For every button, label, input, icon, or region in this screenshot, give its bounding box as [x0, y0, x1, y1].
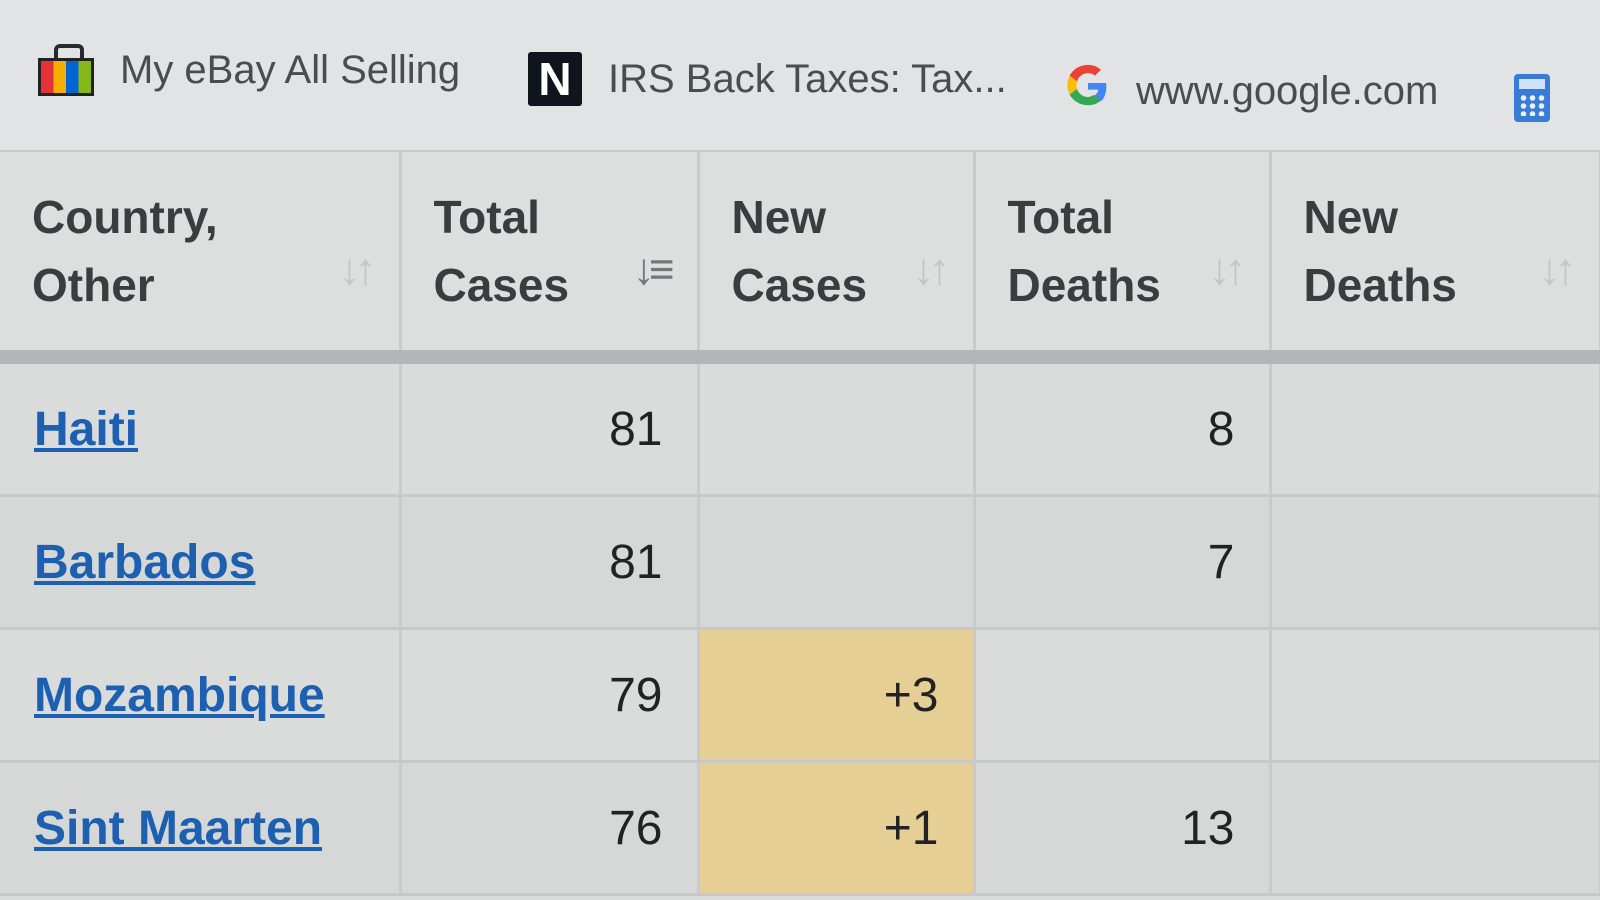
bookmark-ebay[interactable]: My eBay All Selling — [38, 44, 460, 96]
table-row: Haiti 81 8 — [0, 357, 1600, 497]
country-link-sint-maarten[interactable]: Sint Maarten — [34, 801, 323, 855]
cell-new-cases — [698, 357, 976, 497]
bookmark-calculator[interactable] — [1514, 74, 1550, 122]
sort-icon: ↓↑ — [1208, 245, 1247, 294]
cell-total-deaths: 13 — [974, 761, 1272, 896]
header-label: New Cases — [731, 191, 868, 311]
table-row: Mozambique 79 +3 — [0, 628, 1600, 763]
cell-new-cases-highlighted: +3 — [698, 628, 976, 763]
bookmark-label: My eBay All Selling — [120, 47, 461, 92]
bookmarks-bar: My eBay All Selling N IRS Back Taxes: Ta… — [0, 0, 1600, 152]
header-label: Country, Other — [32, 191, 218, 311]
google-g-icon — [1066, 64, 1110, 118]
sort-icon: ↓↑ — [912, 245, 951, 294]
cell-total-deaths — [974, 628, 1272, 763]
n-logo-icon: N — [528, 52, 582, 106]
cell-new-cases — [698, 495, 976, 630]
cell-total-deaths: 8 — [974, 357, 1272, 497]
cell-total-deaths: 7 — [974, 495, 1272, 630]
cell-country: Mozambique — [0, 628, 402, 763]
header-country-other[interactable]: Country, Other ↓↑ — [0, 152, 402, 364]
bookmark-irs-back-taxes[interactable]: N IRS Back Taxes: Tax... — [528, 52, 1007, 106]
cell-total-cases: 81 — [400, 495, 700, 630]
header-new-cases[interactable]: New Cases ↓↑ — [698, 152, 976, 364]
bookmark-label: IRS Back Taxes: Tax... — [608, 56, 1007, 101]
cell-new-deaths — [1270, 761, 1600, 896]
sort-icon: ↓↑ — [1538, 245, 1577, 294]
cell-new-deaths — [1270, 495, 1600, 630]
table-row: Barbados 81 7 — [0, 495, 1600, 630]
cell-country: Haiti — [0, 357, 402, 497]
cell-country: Barbados — [0, 495, 402, 630]
covid-stats-table: Country, Other ↓↑ Total Cases ↓≡ New Cas… — [0, 152, 1600, 896]
ebay-bag-icon — [38, 44, 94, 96]
sort-desc-icon: ↓≡ — [632, 245, 675, 294]
cell-total-cases: 81 — [400, 357, 700, 497]
header-new-deaths[interactable]: New Deaths ↓↑ — [1270, 152, 1600, 364]
covid-stats-table-container: Country, Other ↓↑ Total Cases ↓≡ New Cas… — [0, 152, 1600, 900]
bookmark-google[interactable]: www.google.com — [1066, 64, 1438, 118]
bookmark-label: www.google.com — [1136, 68, 1439, 113]
country-link-barbados[interactable]: Barbados — [34, 535, 256, 589]
cell-total-cases: 79 — [400, 628, 700, 763]
cell-total-cases: 76 — [400, 761, 700, 896]
table-header-row: Country, Other ↓↑ Total Cases ↓≡ New Cas… — [0, 152, 1600, 364]
header-label: New Deaths — [1303, 191, 1457, 311]
cell-new-cases-highlighted: +1 — [698, 761, 976, 896]
country-link-haiti[interactable]: Haiti — [34, 402, 139, 456]
header-label: Total Cases — [433, 191, 570, 311]
header-label: Total Deaths — [1007, 191, 1161, 311]
calculator-icon — [1514, 74, 1550, 122]
header-total-cases[interactable]: Total Cases ↓≡ — [400, 152, 700, 364]
country-link-mozambique[interactable]: Mozambique — [34, 668, 325, 722]
table-row: Sint Maarten 76 +1 13 — [0, 761, 1600, 896]
header-total-deaths[interactable]: Total Deaths ↓↑ — [974, 152, 1272, 364]
cell-new-deaths — [1270, 628, 1600, 763]
cell-new-deaths — [1270, 357, 1600, 497]
cell-country: Sint Maarten — [0, 761, 402, 896]
sort-icon: ↓↑ — [338, 245, 377, 294]
